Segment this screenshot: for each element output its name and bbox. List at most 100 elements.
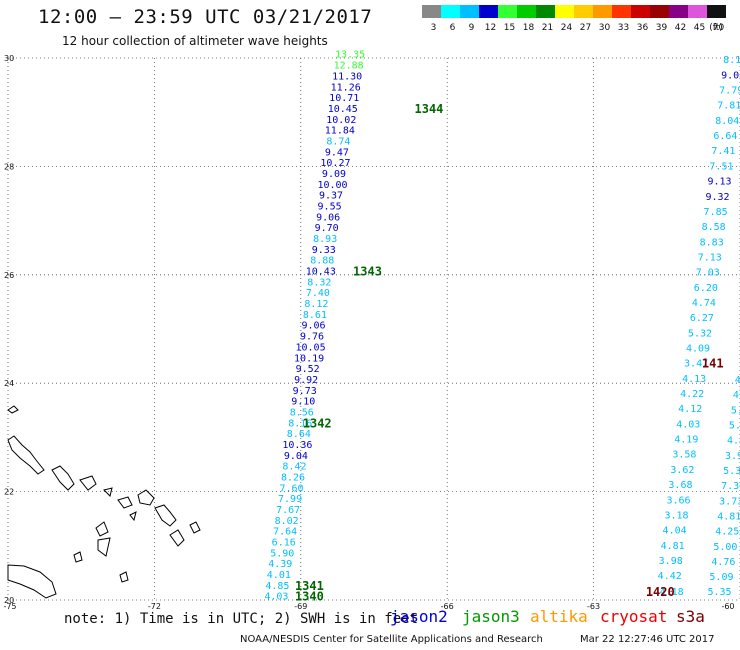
wave-height-value: 8.14 <box>723 55 740 66</box>
wave-height-value: 8.56 <box>290 407 314 418</box>
generated-timestamp: Mar 22 12:27:46 UTC 2017 <box>580 634 715 645</box>
wave-height-value: 7.40 <box>306 288 330 299</box>
wave-height-value: 12.88 <box>334 61 364 72</box>
lat-tick-label: 20 <box>4 596 14 605</box>
legend-label-30: 30 <box>599 23 611 33</box>
wave-height-value: 6.27 <box>690 313 714 324</box>
track-jason2-track-1: 4.034.854.014.395.906.167.648.027.677.99… <box>264 50 365 603</box>
wave-height-value: 5.90 <box>270 548 294 559</box>
wave-height-value: 9.52 <box>296 364 320 375</box>
orbit-number-label: 141 <box>702 357 724 371</box>
island-outline <box>189 521 201 534</box>
satellite-label-jason3: jason3 <box>462 607 520 626</box>
island-outline <box>129 511 137 522</box>
wave-height-value: 3.73 <box>719 496 740 507</box>
wave-height-value: 5.00 <box>713 542 737 553</box>
island-outline <box>7 564 57 599</box>
map-subtitle: 12 hour collection of altimeter wave hei… <box>62 34 328 48</box>
wave-height-value: 5.16 <box>731 405 740 416</box>
wave-height-value: 9.13 <box>707 177 731 188</box>
wave-height-value: 7.60 <box>279 483 303 494</box>
lon-tick-label: -75 <box>3 602 16 610</box>
lat-tick-label: 26 <box>4 271 14 280</box>
legend-swatch-12 <box>479 5 498 18</box>
legend-label-70: 70 <box>713 23 725 33</box>
wave-height-value: 10.45 <box>328 104 358 115</box>
wave-height-value: 4.09 <box>686 344 710 355</box>
track-track-east-b: 5.35 5.09 4.76 5.00 4.25 4.81 3.73 7.36 5.35 3.99… <box>707 375 740 598</box>
wave-height-value: 9.70 <box>315 223 339 234</box>
wave-height-value: 6.64 <box>713 131 737 142</box>
lon-tick-label: -60 <box>721 602 734 610</box>
wave-height-value: 4.09 <box>735 375 740 386</box>
wave-height-value: 8.58 <box>702 222 726 233</box>
lon-tick-label: -66 <box>441 602 454 610</box>
wave-height-value: 4.03 <box>264 592 288 603</box>
wave-height-value: 8.12 <box>304 299 328 310</box>
wave-height-value: 11.84 <box>325 126 355 137</box>
wave-height-value: 9.47 <box>325 147 349 158</box>
wave-height-value: 9.10 <box>291 397 315 408</box>
wave-height-value: 4.25 <box>715 527 739 538</box>
wave-height-value: 13.35 <box>335 50 365 61</box>
wave-height-value: 10.02 <box>326 115 356 126</box>
legend-swatch-15 <box>498 5 517 18</box>
legend-swatch-45 <box>688 5 707 18</box>
wave-height-value: 8.16 <box>288 418 312 429</box>
orbit-number-label: 1344 <box>415 102 444 116</box>
track-track-east-a: 4.18 4.42 3.98 4.81 4.04 3.18 3.66 3.68 3.62 3.58… <box>658 55 740 598</box>
wave-height-value: 4.39 <box>268 559 292 570</box>
wave-height-value: 7.67 <box>276 505 300 516</box>
wave-height-value: 4.42 <box>658 571 682 582</box>
island-outline <box>137 489 155 506</box>
legend-swatch-33 <box>612 5 631 18</box>
graticule <box>7 57 740 601</box>
wave-height-value: 7.41 <box>711 146 735 157</box>
wave-height-value: 7.64 <box>273 527 297 538</box>
wave-height-value: 4.22 <box>680 389 704 400</box>
wave-height-value: 9.05 <box>721 70 740 81</box>
legend-swatch-9 <box>460 5 479 18</box>
wave-height-value: 8.61 <box>303 310 327 321</box>
wave-height-value: 3.68 <box>668 480 692 491</box>
wave-height-value: 3.18 <box>665 510 689 521</box>
legend-label-27: 27 <box>580 23 591 33</box>
wave-height-value: 4.81 <box>717 512 740 523</box>
island-outline <box>154 504 177 527</box>
footer-note: note: 1) Time is in UTC; 2) SWH is in fe… <box>64 611 419 627</box>
wave-height-value: 10.71 <box>329 93 359 104</box>
legend-label-24: 24 <box>561 23 573 33</box>
wave-height-value: 4.76 <box>711 557 735 568</box>
wave-height-value: 9.55 <box>318 202 342 213</box>
wave-height-value: 8.93 <box>313 234 337 245</box>
coastline <box>7 405 201 599</box>
wave-height-value: 7.99 <box>278 494 302 505</box>
wave-height-value: 4.18 <box>660 587 684 598</box>
wave-height-value: 7.36 <box>721 481 740 492</box>
island-outline <box>51 465 75 491</box>
wave-height-value: 10.27 <box>320 158 350 169</box>
wave-height-value: 11.26 <box>331 82 361 93</box>
lat-tick-label: 22 <box>4 488 14 497</box>
orbit-number-label: 1341 <box>295 579 324 593</box>
legend-unit: (ft) <box>709 23 723 33</box>
wave-height-value: 4.04 <box>663 526 687 537</box>
legend-swatch-6 <box>441 5 460 18</box>
wave-height-value: 8.32 <box>307 277 331 288</box>
island-outline <box>97 537 111 557</box>
lon-tick-label: -63 <box>587 602 600 610</box>
satellite-label-s3a: s3a <box>676 607 705 626</box>
island-outline <box>79 475 97 491</box>
satellite-label-altika: altika <box>530 607 588 626</box>
island-outline <box>95 521 109 537</box>
wave-height-value: 4.81 <box>661 541 685 552</box>
wave-height-value: 8.26 <box>281 473 305 484</box>
wave-height-value: 8.04 <box>715 116 739 127</box>
orbit-number-label: 1342 <box>303 416 332 430</box>
legend-swatch-30 <box>593 5 612 18</box>
wave-height-value: 9.32 <box>706 192 730 203</box>
satellite-label-cryosat: cryosat <box>600 607 668 626</box>
wave-height-value: 9.76 <box>300 332 324 343</box>
wave-height-value: 4.45 <box>733 390 740 401</box>
